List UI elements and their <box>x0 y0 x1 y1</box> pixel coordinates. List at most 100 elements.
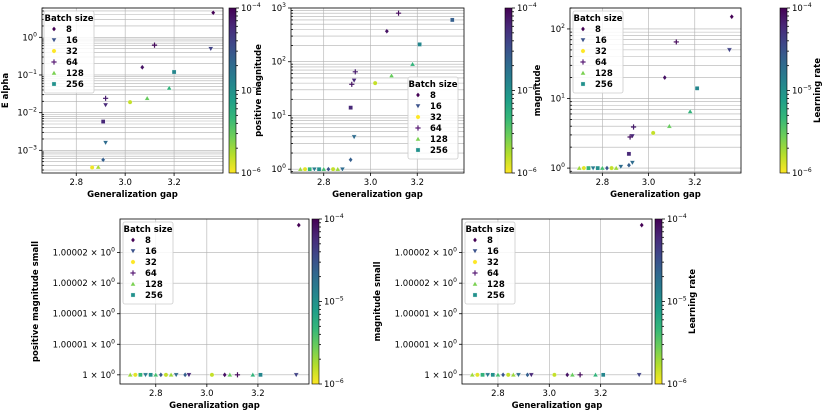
legend-entry-label: 8 <box>145 236 151 246</box>
data-point <box>348 105 353 110</box>
data-point <box>629 160 636 166</box>
data-point <box>209 372 215 378</box>
data-point <box>474 372 480 378</box>
data-point <box>729 13 735 20</box>
y-tick-label: 1 × 100 <box>424 369 457 381</box>
colorbar-label: Learning rate <box>813 58 823 123</box>
colorbar-tick-label: 10−6 <box>792 167 812 179</box>
y-axis-label: positive magnitude small <box>31 241 41 362</box>
colorbar: 10−4 10−5 10−6 <box>228 2 261 179</box>
legend-marker <box>580 48 586 54</box>
data-point <box>226 371 233 377</box>
data-point <box>662 74 668 81</box>
legend-marker <box>51 26 57 32</box>
legend-entry-label: 128 <box>66 69 84 79</box>
y-tick-label: 102 <box>271 56 286 68</box>
legend-box <box>572 10 624 94</box>
y-tick-label: 1.00002 × 100 <box>53 277 116 289</box>
legend-marker <box>415 147 421 153</box>
legend-entry-label: 16 <box>66 36 78 46</box>
y-axis-label: E alpha <box>1 73 11 109</box>
colorbar-gradient-bar <box>779 7 788 174</box>
data-point <box>577 372 583 378</box>
data-point <box>388 72 395 78</box>
legend-box <box>122 221 174 305</box>
data-point <box>311 167 318 173</box>
data-point <box>592 371 599 377</box>
data-point <box>600 372 606 378</box>
y-tick-label: 10−2 <box>17 107 37 119</box>
y-tick-label: 101 <box>271 109 286 121</box>
x-tick-label: 2.8 <box>317 178 331 188</box>
data-point <box>210 9 216 16</box>
x-tick-label: 2.8 <box>491 389 505 399</box>
data-point <box>349 81 355 87</box>
data-point <box>127 99 133 105</box>
legend-marker <box>51 48 57 54</box>
data-point <box>249 371 256 377</box>
data-point <box>351 134 358 140</box>
legend-entry-label: 32 <box>66 47 78 57</box>
data-point <box>590 165 597 172</box>
y-tick-label: 10−1 <box>17 69 37 81</box>
data-point <box>528 372 535 378</box>
legend-entry-label: 64 <box>145 269 157 279</box>
legend-marker <box>130 237 136 243</box>
data-point <box>564 371 570 378</box>
data-point <box>604 165 610 172</box>
legend-entry-label: 128 <box>595 69 613 79</box>
data-point <box>673 39 679 45</box>
x-axis-label: Generalization gap <box>512 401 603 411</box>
data-point <box>469 371 476 377</box>
data-point <box>630 124 637 130</box>
colorbar-gradient-bar <box>228 7 237 174</box>
legend-marker <box>130 259 136 265</box>
data-point <box>480 372 485 378</box>
data-point <box>636 372 643 378</box>
legend-box <box>407 76 459 160</box>
data-point <box>138 372 143 378</box>
data-point <box>650 130 656 136</box>
y-axis-label: magnitude small <box>373 261 383 341</box>
legend-entry-label: 128 <box>487 280 505 290</box>
legend-title: Batch size <box>123 225 172 235</box>
data-point <box>297 166 304 172</box>
data-point <box>182 371 188 378</box>
x-tick-label: 3.0 <box>364 178 378 188</box>
y-tick-label: 1 × 100 <box>82 369 115 381</box>
legend-entry-label: 8 <box>66 25 72 35</box>
legend-entry-label: 256 <box>145 291 163 301</box>
data-point <box>495 371 501 377</box>
chart-panel-4: 2.8 3.0 3.2 1 × 100 1.00001 × 100 1.00001 × 1… <box>31 213 344 411</box>
legend-marker <box>472 259 478 265</box>
axes-frame <box>461 218 653 385</box>
legend-entry-label: 32 <box>595 47 607 57</box>
data-point <box>102 102 109 108</box>
data-point <box>234 372 241 378</box>
data-point <box>627 134 633 140</box>
y-tick-label: 101 <box>550 93 565 105</box>
data-point <box>666 123 673 129</box>
data-point <box>515 372 522 378</box>
legend-entry-label: 8 <box>595 25 601 35</box>
legend-marker <box>580 69 586 76</box>
chart-panel-3: 2.8 3.0 3.2 100 101 102 Generalization gap magn… <box>533 2 823 200</box>
legend-entry-label: 64 <box>66 58 78 68</box>
y-tick-label: 100 <box>271 163 286 175</box>
legend-marker <box>130 292 136 298</box>
data-point <box>384 28 390 35</box>
data-point <box>599 165 606 171</box>
data-point <box>372 80 378 86</box>
x-tick-label: 3.2 <box>251 389 265 399</box>
data-point <box>595 165 601 171</box>
data-point <box>132 372 138 378</box>
legend-entry-label: 32 <box>145 258 157 268</box>
chart-panel-5: 2.8 3.0 3.2 1 × 100 1.00001 × 100 1.00001 × 1… <box>373 213 698 411</box>
data-point <box>207 46 214 52</box>
data-point <box>626 162 632 169</box>
legend-entry-label: 32 <box>487 258 499 268</box>
data-point <box>95 164 102 170</box>
x-tick-label: 3.0 <box>543 389 557 399</box>
